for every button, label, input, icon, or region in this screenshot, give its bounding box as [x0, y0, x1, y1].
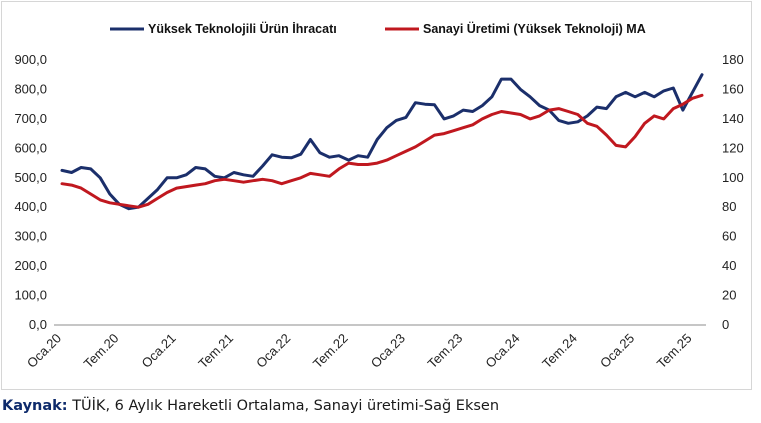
x-tick-label: Oca.20 — [24, 331, 64, 371]
y-right-tick-label: 140 — [722, 111, 744, 126]
y-left-tick-label: 300,0 — [14, 229, 47, 244]
y-left-tick-label: 700,0 — [14, 111, 47, 126]
y-left-tick-label: 100,0 — [14, 288, 47, 303]
y-left-tick-label: 200,0 — [14, 258, 47, 273]
source-note: Kaynak: TÜİK, 6 Aylık Hareketli Ortalama… — [2, 398, 499, 414]
source-label: Kaynak: — [2, 398, 68, 414]
x-tick-label: Oca.25 — [597, 331, 637, 371]
y-left-tick-label: 900,0 — [14, 52, 47, 67]
y-right-tick-label: 20 — [722, 288, 736, 303]
series-line-export — [60, 73, 704, 211]
y-right-tick-label: 120 — [722, 140, 744, 155]
x-tick-label: Oca.22 — [253, 331, 293, 371]
x-tick-label: Tem.23 — [425, 331, 466, 372]
legend-label: Yüksek Teknolojili Ürün İhracatı — [148, 21, 337, 36]
y-left-tick-label: 0,0 — [29, 317, 47, 332]
source-text: TÜİK, 6 Aylık Hareketli Ortalama, Sanayi… — [72, 398, 500, 414]
y-left-tick-label: 600,0 — [14, 140, 47, 155]
legend-label: Sanayi Üretimi (Yüksek Teknoloji) MA — [423, 21, 646, 36]
y-right-tick-label: 40 — [722, 258, 736, 273]
line-chart: 0,0 100,0 200,0 300,0 400,0 500,0 600,0 700,0 80… — [14, 21, 744, 372]
y-left-tick-label: 400,0 — [14, 199, 47, 214]
x-tick-label: Tem.20 — [81, 331, 122, 372]
y-left-tick-label: 500,0 — [14, 170, 47, 185]
y-right-tick-label: 100 — [722, 170, 744, 185]
x-tick-label: Oca.23 — [368, 331, 408, 371]
y-right-tick-label: 0 — [722, 317, 729, 332]
y-right-tick-label: 80 — [722, 199, 736, 214]
y-left-tick-label: 800,0 — [14, 81, 47, 96]
series-line-industrial-production — [60, 93, 704, 209]
y-right-tick-label: 60 — [722, 229, 736, 244]
x-tick-label: Tem.21 — [195, 331, 236, 372]
y-right-tick-label: 180 — [722, 52, 744, 67]
y-right-tick-label: 160 — [722, 81, 744, 96]
x-tick-label: Tem.25 — [654, 331, 695, 372]
x-tick-label: Tem.22 — [310, 331, 351, 372]
x-tick-label: Tem.24 — [539, 331, 580, 372]
x-tick-label: Oca.24 — [482, 331, 522, 371]
x-tick-label: Oca.21 — [138, 331, 178, 371]
